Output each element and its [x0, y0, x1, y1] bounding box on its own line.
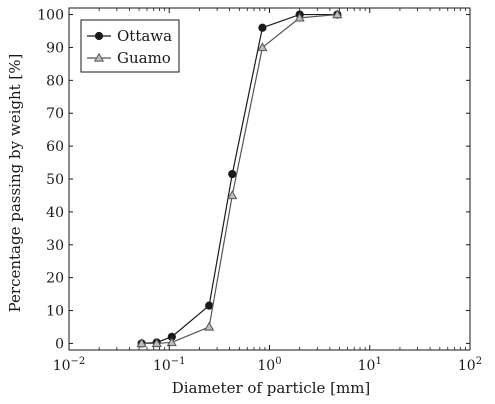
y-tick-label: 40	[46, 205, 64, 221]
data-point	[204, 321, 215, 331]
y-tick-label: 20	[46, 271, 64, 287]
data-point	[257, 42, 268, 52]
y-tick-label: 0	[55, 336, 64, 352]
legend-marker	[94, 31, 104, 41]
y-tick-label: 80	[46, 73, 64, 89]
y-tick-label: 50	[46, 172, 64, 188]
data-point	[228, 169, 237, 179]
legend: Ottawa Guamo	[80, 19, 180, 73]
x-tick-label: 100	[257, 356, 281, 374]
data-point	[205, 301, 214, 310]
data-point	[151, 338, 162, 348]
plot-layer	[136, 9, 343, 348]
y-tick-label: 70	[46, 106, 64, 122]
legend-marker	[93, 52, 105, 62]
series-guamo	[136, 9, 343, 348]
data-point	[332, 9, 343, 19]
x-tick-label: 102	[458, 356, 482, 374]
x-tick-label: 101	[358, 356, 382, 374]
x-axis-label: Diameter of particle [mm]	[172, 379, 371, 397]
data-point	[136, 338, 147, 348]
data-point	[258, 23, 267, 32]
y-tick-label: 100	[37, 8, 64, 24]
y-tick-label: 10	[46, 304, 64, 320]
data-point	[227, 190, 238, 200]
y-tick-label: 60	[46, 139, 64, 155]
x-tick-label: 10−2	[53, 356, 86, 374]
y-tick-label: 90	[46, 40, 64, 56]
axes-layer: 0 10 20 30 40 50 60 70 80 90 100 10−2 10−1 100 101 102	[37, 7, 482, 374]
y-tick-label: 30	[46, 238, 64, 254]
x-tick-label: 10−1	[153, 356, 186, 374]
legend-box	[80, 19, 180, 73]
data-point	[294, 12, 305, 22]
legend-label: Ottawa	[117, 27, 172, 45]
legend-label: Guamo	[117, 49, 171, 67]
y-axis-label: Percentage passing by weight [%]	[6, 54, 24, 313]
data-point	[166, 337, 177, 347]
